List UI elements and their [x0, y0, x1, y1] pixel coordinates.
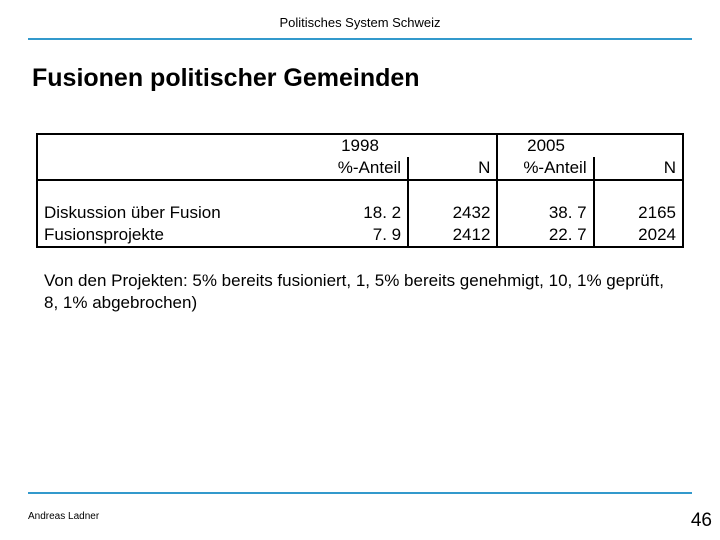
row-label: Diskussion über Fusion	[37, 202, 312, 224]
header-text: Politisches System Schweiz	[279, 15, 440, 30]
subheader-n-1998: N	[408, 157, 497, 180]
cell: 22. 7	[497, 224, 593, 247]
bottom-rule	[28, 492, 692, 494]
footnote-text: Von den Projekten: 5% bereits fusioniert…	[44, 270, 676, 314]
data-table: 1998 2005 %-Anteil N %-Anteil N Diskussi…	[36, 133, 684, 248]
cell: 2024	[594, 224, 683, 247]
row-label: Fusionsprojekte	[37, 224, 312, 247]
author-text: Andreas Ladner	[28, 511, 99, 522]
top-rule	[28, 38, 692, 40]
cell: 18. 2	[312, 202, 408, 224]
page-number: 46	[691, 510, 712, 532]
subheader-pct-2005: %-Anteil	[497, 157, 593, 180]
year-2005: 2005	[497, 134, 593, 157]
year-1998: 1998	[312, 134, 408, 157]
subheader-pct-1998: %-Anteil	[312, 157, 408, 180]
page-title: Fusionen politischer Gemeinden	[32, 64, 720, 93]
cell: 2412	[408, 224, 497, 247]
cell: 2432	[408, 202, 497, 224]
cell: 7. 9	[312, 224, 408, 247]
cell: 2165	[594, 202, 683, 224]
cell: 38. 7	[497, 202, 593, 224]
subheader-n-2005: N	[594, 157, 683, 180]
